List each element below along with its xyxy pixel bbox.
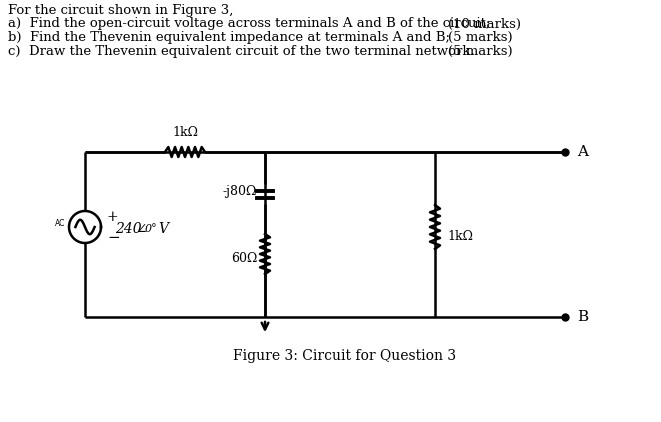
Text: +: + bbox=[107, 210, 118, 224]
Text: V: V bbox=[158, 222, 168, 236]
Text: For the circuit shown in Figure 3,: For the circuit shown in Figure 3, bbox=[8, 4, 233, 17]
Text: −: − bbox=[107, 231, 120, 245]
Text: B: B bbox=[577, 310, 588, 324]
Text: b)  Find the Thevenin equivalent impedance at terminals A and B;: b) Find the Thevenin equivalent impedanc… bbox=[8, 31, 450, 44]
Text: (10 marks): (10 marks) bbox=[448, 17, 521, 30]
Text: (5 marks): (5 marks) bbox=[448, 31, 513, 44]
Text: ∠: ∠ bbox=[135, 222, 147, 236]
Text: (5 marks): (5 marks) bbox=[448, 44, 513, 57]
Text: 1kΩ: 1kΩ bbox=[447, 230, 473, 243]
Text: AC: AC bbox=[55, 219, 65, 227]
Text: 60Ω: 60Ω bbox=[231, 252, 257, 265]
Text: 0°: 0° bbox=[145, 224, 158, 234]
Text: c)  Draw the Thevenin equivalent circuit of the two terminal network.: c) Draw the Thevenin equivalent circuit … bbox=[8, 44, 475, 57]
Text: -j80Ω: -j80Ω bbox=[223, 184, 257, 197]
Text: a)  Find the open-circuit voltage across terminals A and B of the circuit;: a) Find the open-circuit voltage across … bbox=[8, 17, 490, 30]
Text: 1kΩ: 1kΩ bbox=[172, 126, 198, 139]
Text: 240: 240 bbox=[115, 222, 141, 236]
Text: Figure 3: Circuit for Question 3: Figure 3: Circuit for Question 3 bbox=[233, 349, 457, 363]
Text: A: A bbox=[577, 145, 588, 159]
